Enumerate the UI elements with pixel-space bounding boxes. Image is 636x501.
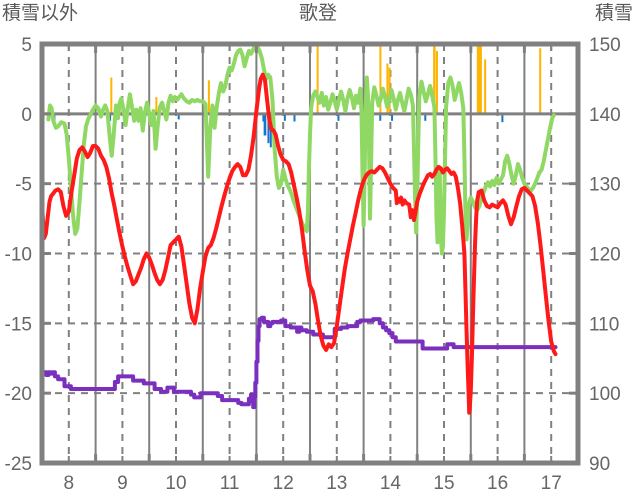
right-tick-label: 140 xyxy=(589,105,621,126)
snowdepth-line xyxy=(42,315,558,410)
left-tick-label: -5 xyxy=(15,175,32,196)
left-tick-label: -25 xyxy=(5,454,32,475)
right-axis-ticks: 150 140 130 120 110 100 90 xyxy=(569,35,621,475)
left-tick-label: -20 xyxy=(5,384,32,405)
chart-title: 歌登 xyxy=(298,3,337,24)
left-tick-label: -10 xyxy=(5,245,32,266)
x-tick-label: 8 xyxy=(64,473,75,494)
x-tick-label: 16 xyxy=(487,473,508,494)
right-tick-label: 110 xyxy=(589,314,619,335)
right-tick-label: 130 xyxy=(589,175,621,196)
right-tick-label: 120 xyxy=(589,245,621,266)
right-axis-name: 積雪 xyxy=(594,3,633,24)
x-tick-label: 17 xyxy=(541,473,562,494)
x-tick-label: 15 xyxy=(433,473,454,494)
left-axis-name: 積雪以外 xyxy=(2,3,79,24)
left-tick-label: 5 xyxy=(21,35,32,56)
x-tick-label: 9 xyxy=(117,473,128,494)
x-axis-ticks: 8 9 10 11 12 13 14 15 16 17 xyxy=(40,44,580,494)
temperature-line xyxy=(42,72,558,415)
right-tick-label: 150 xyxy=(589,35,621,56)
x-tick-label: 13 xyxy=(326,473,347,494)
left-tick-label: 0 xyxy=(21,105,32,126)
left-tick-label: -15 xyxy=(5,314,32,335)
x-tick-label: 11 xyxy=(220,473,240,494)
right-tick-label: 90 xyxy=(589,454,610,475)
x-tick-label: 12 xyxy=(273,473,294,494)
left-axis-ticks: 5 0 -5 -10 -15 -20 -25 xyxy=(5,35,51,475)
humidity-line xyxy=(46,44,556,256)
x-tick-label: 10 xyxy=(165,473,186,494)
right-tick-label: 100 xyxy=(589,384,621,405)
x-tick-label: 14 xyxy=(380,473,402,494)
